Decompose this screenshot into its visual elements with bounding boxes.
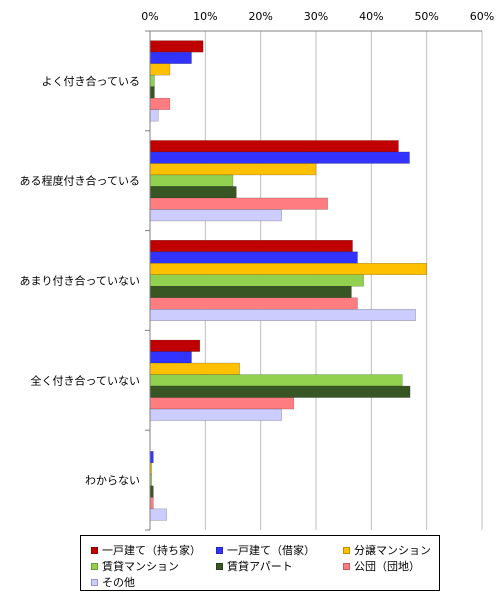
bar-3-3	[149, 263, 427, 275]
legend-label: 一戸建て（持ち家）	[102, 544, 201, 557]
x-tick-label: 40%	[359, 10, 383, 23]
bar-2-1	[149, 51, 192, 64]
legend-label: 公団（団地）	[354, 560, 420, 573]
category-label: 全く付き合っていない	[31, 373, 140, 387]
x-tick-label: 30%	[304, 10, 328, 23]
bar-5-3	[149, 286, 352, 298]
legend-label: 分譲マンション	[354, 544, 431, 557]
legend-item: 一戸建て（借家）	[216, 542, 315, 558]
legend-swatch	[216, 562, 223, 570]
bars	[149, 40, 427, 521]
legend-swatch	[343, 562, 350, 570]
legend-item: 一戸建て（持ち家）	[91, 542, 201, 558]
bar-7-1	[149, 109, 159, 122]
x-tick-labels: 0% 10% 20% 30% 40% 50% 60%	[141, 10, 494, 23]
bar-7-2	[149, 209, 282, 222]
x-tick-label: 10%	[193, 10, 217, 23]
x-tick-label: 50%	[414, 10, 438, 23]
category-label: あまり付き合っていない	[20, 274, 140, 288]
bar-1-4	[149, 339, 201, 352]
legend-label: 賃貸アパート	[227, 560, 293, 573]
legend-swatch	[343, 546, 350, 554]
bar-3-2	[149, 163, 317, 176]
bar-3-1	[149, 63, 171, 76]
x-tick-label: 20%	[248, 10, 272, 23]
bar-1-3	[149, 240, 353, 252]
x-tick-label: 60%	[470, 10, 494, 23]
bar-4-3	[149, 274, 364, 287]
legend-label: 一戸建て（借家）	[227, 544, 315, 557]
category-label: よく付き合っている	[42, 74, 140, 88]
bar-7-4	[149, 408, 282, 421]
bar-7-5	[149, 508, 167, 521]
bar-3-4	[149, 362, 240, 375]
bar-5-4	[149, 385, 411, 398]
bar-6-4	[149, 397, 295, 410]
category-label: ある程度付き合っている	[20, 174, 140, 188]
bar-6-1	[149, 97, 171, 110]
bar-2-3	[149, 251, 358, 264]
legend-swatch	[216, 546, 223, 554]
x-tick-label: 0%	[141, 10, 158, 23]
legend-item: 分譲マンション	[343, 542, 431, 558]
bar-1-2	[149, 140, 399, 153]
bar-4-4	[149, 374, 403, 387]
bar-2-2	[149, 151, 410, 164]
category-labels: よく付き合っているある程度付き合っているあまり付き合っていない全く付き合っていな…	[20, 74, 140, 487]
bar-4-1	[149, 74, 155, 87]
bar-5-2	[149, 186, 237, 199]
bar-1-1	[149, 40, 204, 53]
bar-2-4	[149, 351, 192, 364]
category-label: わからない	[85, 474, 140, 487]
legend-item: その他	[91, 574, 135, 590]
legend-item: 賃貸マンション	[91, 558, 179, 574]
legend-item: 賃貸アパート	[216, 558, 293, 574]
bar-7-3	[149, 309, 416, 321]
legend-label: 賃貸マンション	[102, 560, 179, 573]
legend-item: 公団（団地）	[343, 558, 420, 574]
bar-4-2	[149, 174, 234, 187]
legend-swatch	[91, 546, 98, 554]
legend-label: その他	[102, 576, 135, 589]
legend-swatch	[91, 562, 98, 570]
bar-5-1	[149, 86, 155, 99]
axes	[145, 30, 482, 531]
bar-6-3	[149, 297, 358, 310]
legend-swatch	[91, 578, 98, 586]
legend: 一戸建て（持ち家） 一戸建て（借家） 分譲マンション賃貸マンション 賃貸アパート 公団（…	[80, 535, 440, 591]
bar-6-2	[149, 197, 328, 210]
